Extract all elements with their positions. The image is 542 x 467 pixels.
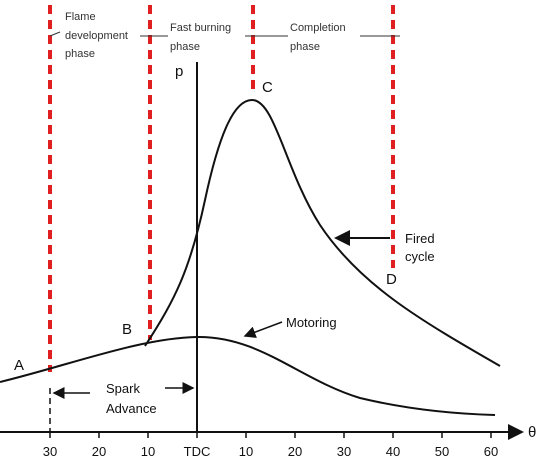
x-axis-label: θ — [528, 424, 536, 441]
motoring-curve — [0, 335, 496, 416]
point-label: C — [262, 79, 273, 96]
x-tick-label: TDC — [184, 444, 211, 459]
x-tick-label: 20 — [288, 444, 302, 459]
phase-label: development — [65, 30, 128, 42]
curve-label: Fired — [405, 231, 435, 246]
phase-label: Fast burning — [170, 22, 231, 34]
arrow — [49, 31, 61, 37]
x-tick-label: 50 — [435, 444, 449, 459]
curve-label: Motoring — [286, 315, 337, 330]
phase-label: phase — [290, 41, 320, 53]
x-tick-label: 10 — [239, 444, 253, 459]
point-label: A — [14, 357, 24, 374]
x-tick-label: 60 — [484, 444, 498, 459]
x-tick-label: 40 — [386, 444, 400, 459]
x-ticks: 30 20 10 TDC 10 20 30 40 50 60 — [43, 432, 498, 459]
x-tick-label: 30 — [43, 444, 57, 459]
curve-label: cycle — [405, 249, 435, 264]
fired-curve — [144, 98, 501, 367]
x-tick-label: 30 — [337, 444, 351, 459]
motoring-arrow — [243, 321, 283, 338]
phase-label: Flame — [65, 11, 96, 23]
point-label: B — [122, 321, 132, 338]
phase-label: Completion — [290, 22, 346, 34]
phase-arrows — [49, 31, 400, 37]
phase-boundaries — [48, 5, 395, 372]
y-axis-label: p — [175, 63, 183, 80]
point-label: D — [386, 271, 397, 288]
phase-label: phase — [65, 48, 95, 60]
x-tick-label: 10 — [141, 444, 155, 459]
spark-label: Advance — [106, 401, 157, 416]
phase-label: phase — [170, 41, 200, 53]
spark-label: Spark — [106, 381, 140, 396]
x-tick-label: 20 — [92, 444, 106, 459]
